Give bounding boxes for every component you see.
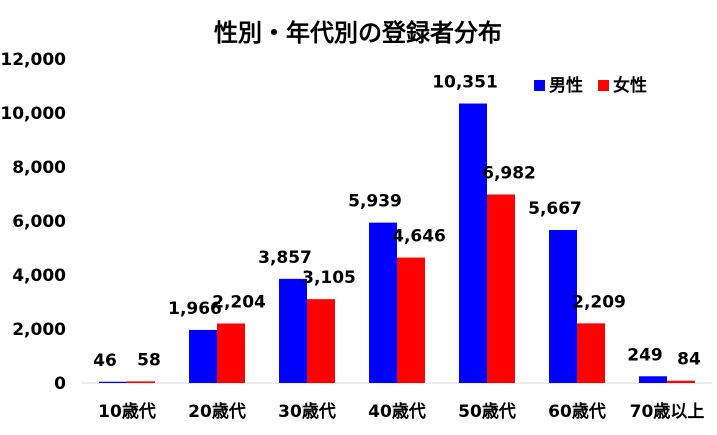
data-label-male: 249 <box>627 345 663 365</box>
data-label-male: 3,857 <box>258 248 312 268</box>
bar-male <box>459 103 487 383</box>
bar-male <box>369 222 397 383</box>
y-tick-label: 6,000 <box>12 212 66 232</box>
y-axis: 0 2,000 4,000 6,000 8,000 10,000 12,000 <box>0 50 66 394</box>
legend-label-male: 男性 <box>549 75 583 96</box>
bar-female <box>667 380 695 383</box>
y-tick-label: 2,000 <box>12 320 66 340</box>
legend-label-female: 女性 <box>613 75 647 96</box>
x-tick-label: 10歳代 <box>98 401 156 422</box>
data-label-male: 46 <box>93 351 117 371</box>
x-tick-label: 50歳代 <box>458 401 516 422</box>
bar-male <box>549 229 577 383</box>
bar-female <box>577 323 605 383</box>
y-tick-label: 10,000 <box>0 104 66 124</box>
legend-swatch-female <box>598 80 609 91</box>
x-axis: 10歳代 20歳代 30歳代 40歳代 50歳代 60歳代 70歳以上 <box>98 401 704 422</box>
x-tick-label: 60歳代 <box>548 401 606 422</box>
data-label-female: 4,646 <box>392 227 446 247</box>
chart-title: 性別・年代別の登録者分布 <box>214 19 502 47</box>
bars-group <box>99 103 695 383</box>
bar-female <box>307 299 335 383</box>
data-label-female: 2,209 <box>572 292 626 312</box>
y-tick-label: 8,000 <box>12 158 66 178</box>
x-tick-label: 40歳代 <box>368 401 426 422</box>
data-label-female: 2,204 <box>212 292 266 312</box>
data-label-male: 1,966 <box>168 299 222 319</box>
x-tick-label: 20歳代 <box>188 401 246 422</box>
bar-male <box>639 376 667 383</box>
x-tick-label: 30歳代 <box>278 401 336 422</box>
y-tick-label: 0 <box>54 374 66 394</box>
bar-male <box>189 329 217 383</box>
bar-male <box>99 381 127 383</box>
data-label-male: 5,667 <box>528 199 582 219</box>
y-tick-label: 12,000 <box>0 50 66 70</box>
legend: 男性 女性 <box>534 75 647 96</box>
bar-male <box>279 278 307 383</box>
data-label-female: 58 <box>137 350 161 370</box>
data-label-female: 84 <box>677 350 701 370</box>
bar-female <box>217 323 245 383</box>
data-label-female: 3,105 <box>302 268 356 288</box>
data-label-female: 6,982 <box>482 163 536 183</box>
data-label-male: 10,351 <box>432 73 498 93</box>
y-tick-label: 4,000 <box>12 266 66 286</box>
x-tick-label: 70歳以上 <box>630 401 705 422</box>
legend-swatch-male <box>534 80 545 91</box>
bar-female <box>487 194 515 383</box>
bar-female <box>397 257 425 383</box>
data-label-male: 5,939 <box>348 192 402 212</box>
bar-female <box>127 381 155 383</box>
